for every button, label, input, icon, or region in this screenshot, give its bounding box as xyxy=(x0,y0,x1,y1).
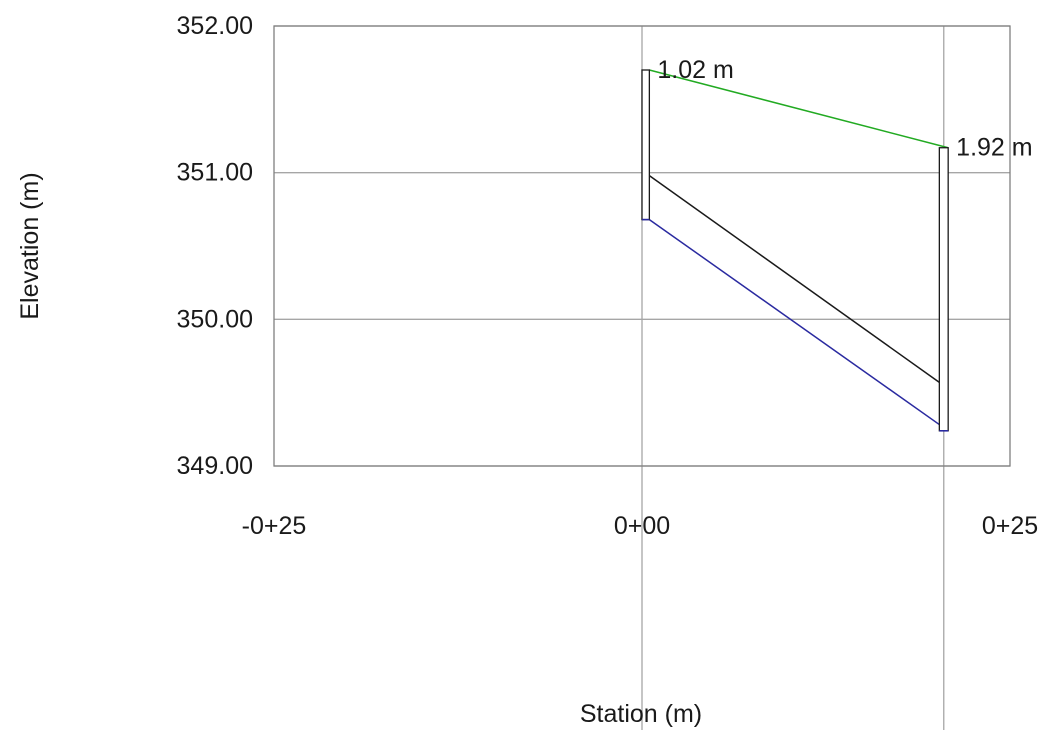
y-tick-label: 349.00 xyxy=(177,452,253,480)
plot-frame xyxy=(273,25,1011,467)
structures xyxy=(641,69,949,432)
x-tick-labels: -0+25 0+00 0+25 xyxy=(242,512,1038,540)
series-line-1 xyxy=(649,69,949,149)
y-tick-label: 350.00 xyxy=(177,305,253,333)
x-tick-label: 0+00 xyxy=(614,512,670,540)
x-tick-label: -0+25 xyxy=(242,512,307,540)
annotation-label: 1.92 m xyxy=(956,134,1032,162)
y-tick-label: 352.00 xyxy=(177,12,253,40)
structure-1 xyxy=(641,69,651,221)
series-lines xyxy=(648,69,949,432)
series-line-3 xyxy=(648,218,949,432)
annotations: 1.02 m 1.92 m xyxy=(657,56,1032,162)
y-tick-labels: 352.00 351.00 350.00 349.00 xyxy=(177,12,253,480)
series-line-2 xyxy=(648,174,940,384)
annotation-label: 1.02 m xyxy=(657,56,733,84)
y-axis-title: Elevation (m) xyxy=(16,172,44,319)
structure-2 xyxy=(938,147,949,432)
x-tick-label: 0+25 xyxy=(982,512,1038,540)
x-axis-title: Station (m) xyxy=(580,700,702,728)
y-tick-label: 351.00 xyxy=(177,159,253,187)
